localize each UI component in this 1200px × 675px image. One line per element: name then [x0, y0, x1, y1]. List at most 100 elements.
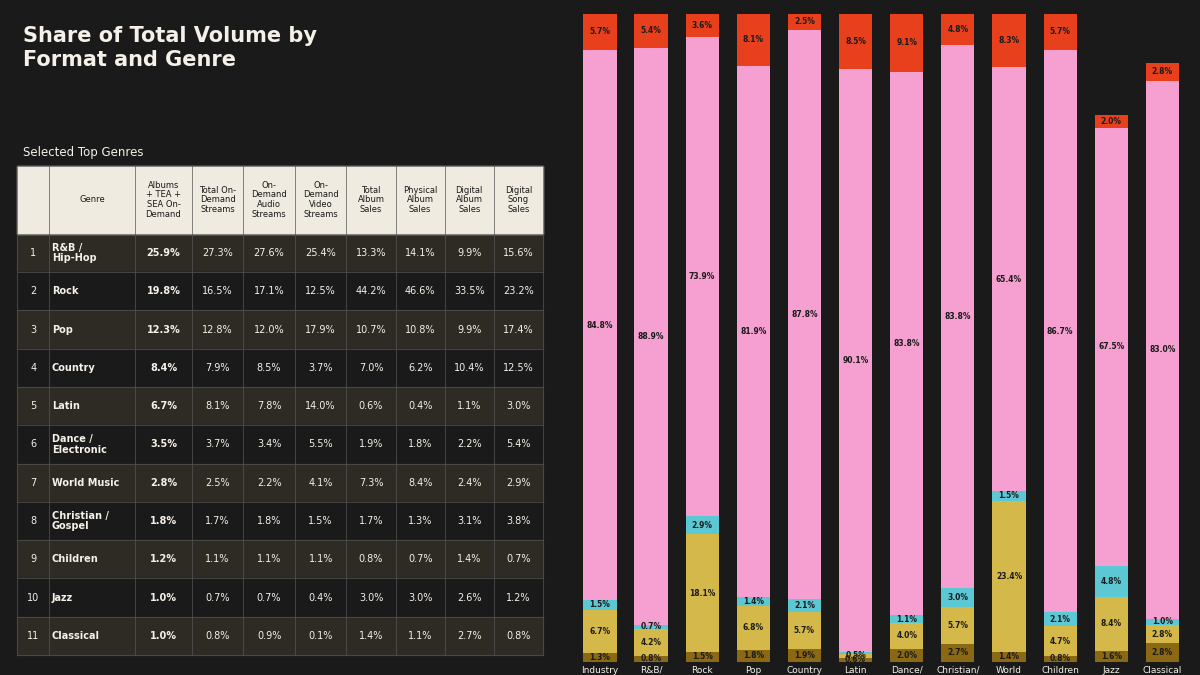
Text: 0.4%: 0.4% — [308, 593, 332, 603]
Text: 10.8%: 10.8% — [404, 325, 436, 335]
Text: Physical
Album
Sales: Physical Album Sales — [403, 186, 437, 214]
Text: 4.8%: 4.8% — [1100, 576, 1122, 586]
Text: 1.5%: 1.5% — [998, 491, 1020, 500]
Text: 1.6%: 1.6% — [1100, 652, 1122, 661]
Text: 1.1%: 1.1% — [257, 554, 281, 564]
Bar — [992, 14, 1026, 68]
Bar — [788, 612, 821, 649]
Text: 3.0%: 3.0% — [408, 593, 432, 603]
Text: 1.3%: 1.3% — [589, 653, 611, 662]
Text: 1.9%: 1.9% — [359, 439, 383, 450]
Text: 83.8%: 83.8% — [894, 340, 920, 348]
Text: 2.4%: 2.4% — [457, 478, 481, 488]
Bar — [17, 272, 542, 310]
Text: 1.4%: 1.4% — [359, 631, 383, 641]
Bar — [890, 14, 923, 72]
Text: 90.1%: 90.1% — [842, 356, 869, 365]
Text: Genre: Genre — [79, 195, 106, 205]
Text: 27.3%: 27.3% — [202, 248, 233, 258]
Text: 3.0%: 3.0% — [506, 401, 530, 411]
Text: 2.9%: 2.9% — [691, 520, 713, 530]
Text: 3.8%: 3.8% — [506, 516, 530, 526]
Bar — [635, 14, 667, 49]
Text: 1.8%: 1.8% — [743, 651, 764, 660]
Bar — [1094, 597, 1128, 651]
Text: 3.0%: 3.0% — [947, 593, 968, 602]
Text: 7.8%: 7.8% — [257, 401, 281, 411]
Text: 73.9%: 73.9% — [689, 272, 715, 281]
Text: 0.9%: 0.9% — [257, 631, 281, 641]
Text: Total On-
Demand
Streams: Total On- Demand Streams — [199, 186, 236, 214]
Text: 15.6%: 15.6% — [503, 248, 534, 258]
Text: 6.2%: 6.2% — [408, 363, 432, 373]
Text: 14.0%: 14.0% — [306, 401, 336, 411]
Bar — [788, 14, 821, 30]
Text: 19.8%: 19.8% — [146, 286, 180, 296]
Text: 8.5%: 8.5% — [845, 36, 866, 45]
Text: 1.4%: 1.4% — [998, 653, 1020, 662]
Bar — [17, 387, 542, 425]
Text: 1.8%: 1.8% — [150, 516, 178, 526]
Text: 8.4%: 8.4% — [150, 363, 178, 373]
Bar — [890, 622, 923, 649]
Bar — [583, 14, 617, 51]
Text: Dance /
Electronic: Dance / Electronic — [52, 434, 107, 455]
Text: 83.0%: 83.0% — [1150, 346, 1176, 354]
Text: 1.2%: 1.2% — [150, 554, 176, 564]
Text: 0.5%: 0.5% — [845, 651, 866, 661]
Bar — [17, 464, 542, 502]
Bar — [17, 310, 542, 349]
Text: 1.0%: 1.0% — [150, 631, 176, 641]
Text: 1.1%: 1.1% — [205, 554, 229, 564]
Text: Latin: Latin — [52, 401, 80, 411]
Bar — [890, 616, 923, 622]
Bar — [1146, 81, 1180, 619]
Text: 2: 2 — [30, 286, 36, 296]
Text: Total
Album
Sales: Total Album Sales — [358, 186, 384, 214]
Text: 10: 10 — [28, 593, 40, 603]
Text: 1.1%: 1.1% — [896, 614, 917, 624]
Text: 0.1%: 0.1% — [308, 631, 332, 641]
Text: 0.7%: 0.7% — [205, 593, 229, 603]
Bar — [583, 600, 617, 610]
Text: 27.6%: 27.6% — [253, 248, 284, 258]
Text: 23.2%: 23.2% — [503, 286, 534, 296]
Bar — [17, 540, 542, 578]
Text: 8.1%: 8.1% — [743, 35, 764, 45]
Bar — [17, 234, 542, 272]
Text: 3.0%: 3.0% — [359, 593, 383, 603]
Text: 0.6%: 0.6% — [845, 655, 866, 664]
Bar — [992, 653, 1026, 662]
Text: 3.6%: 3.6% — [691, 21, 713, 30]
Bar — [1044, 612, 1076, 626]
Text: 2.1%: 2.1% — [1050, 614, 1070, 624]
Text: 0.8%: 0.8% — [205, 631, 229, 641]
Bar — [685, 652, 719, 662]
Text: 1.0%: 1.0% — [150, 593, 176, 603]
Text: 1.7%: 1.7% — [359, 516, 383, 526]
Text: 2.1%: 2.1% — [794, 601, 815, 610]
Text: 1.7%: 1.7% — [205, 516, 229, 526]
Text: 1.2%: 1.2% — [506, 593, 530, 603]
Text: On-
Demand
Video
Streams: On- Demand Video Streams — [302, 181, 338, 219]
Text: 2.6%: 2.6% — [457, 593, 481, 603]
Text: 0.7%: 0.7% — [257, 593, 281, 603]
Bar — [685, 37, 719, 516]
Text: R&B /
Hip-Hop: R&B / Hip-Hop — [52, 242, 96, 263]
Text: 9: 9 — [30, 554, 36, 564]
Bar — [583, 51, 617, 600]
Bar — [788, 30, 821, 599]
Bar — [992, 491, 1026, 501]
Text: 1.1%: 1.1% — [457, 401, 481, 411]
Bar — [737, 14, 770, 66]
Bar — [941, 607, 974, 644]
Text: 6: 6 — [30, 439, 36, 450]
Text: 5.5%: 5.5% — [308, 439, 332, 450]
Bar — [1044, 626, 1076, 656]
Text: 0.8%: 0.8% — [1050, 654, 1070, 664]
Text: 1.4%: 1.4% — [457, 554, 481, 564]
Text: 5.7%: 5.7% — [794, 626, 815, 635]
Text: 1.9%: 1.9% — [794, 651, 815, 660]
Bar — [992, 68, 1026, 491]
Bar — [1094, 651, 1128, 662]
